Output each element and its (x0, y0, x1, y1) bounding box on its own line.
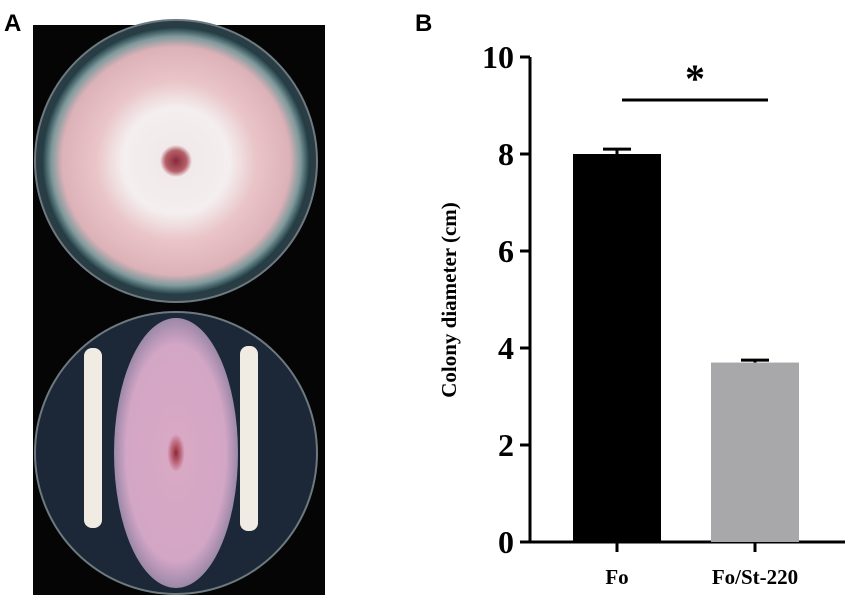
bacteria-streak (84, 348, 102, 528)
bar (573, 154, 661, 542)
bacteria-streak (240, 346, 258, 531)
y-tick-label: 8 (498, 136, 514, 172)
colony (42, 27, 310, 295)
significance-marker: * (685, 56, 705, 101)
x-tick-label: Fo (605, 565, 628, 589)
bar (711, 362, 799, 542)
error-bar (603, 147, 631, 154)
y-tick-label: 2 (498, 427, 514, 463)
colony (114, 318, 238, 588)
error-bar (741, 358, 769, 363)
panel-label: B (415, 10, 432, 37)
x-tick-label: Fo/St-220 (712, 565, 798, 589)
photo (33, 19, 325, 595)
y-tick-label: 4 (498, 330, 514, 366)
panel-label: A (4, 10, 21, 37)
y-tick-label: 0 (498, 524, 514, 560)
y-tick-label: 10 (482, 39, 514, 75)
y-axis-label: Colony diameter (cm) (437, 202, 461, 398)
y-tick-label: 6 (498, 233, 514, 269)
